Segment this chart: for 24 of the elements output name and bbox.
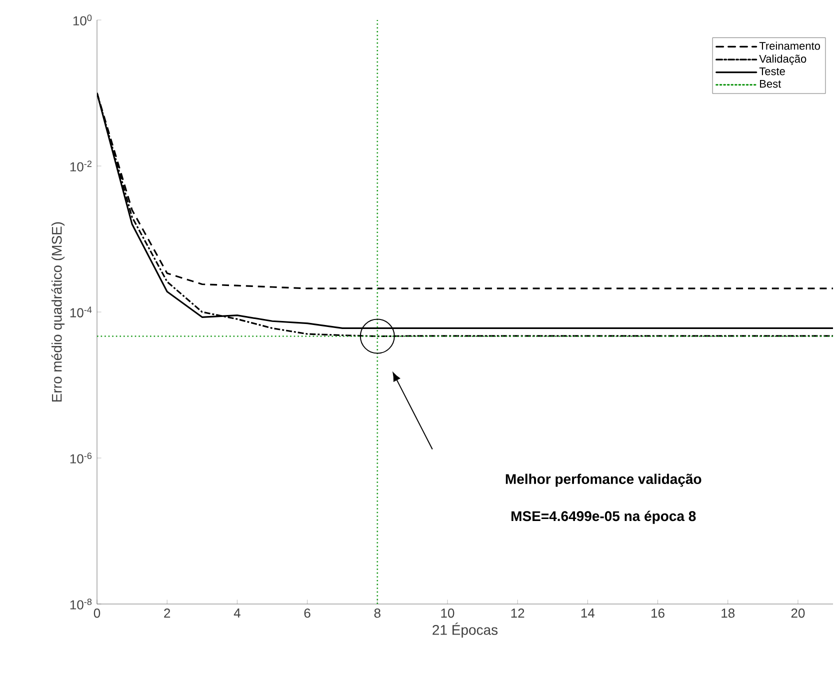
x-tick-label: 12 xyxy=(511,608,524,618)
legend-label: Best xyxy=(760,80,782,88)
x-axis-title: 21 Épocas xyxy=(432,622,498,638)
legend-label: Treinamento xyxy=(759,42,820,50)
x-tick-label: 14 xyxy=(581,608,595,618)
x-tick-label: 0 xyxy=(94,608,100,618)
y-axis-title: Erro médio quadrático (MSE) xyxy=(51,222,65,402)
x-tick-label: 16 xyxy=(652,608,664,618)
x-tick-label: 2 xyxy=(164,608,170,618)
annotation: Melhor perfomance validação xyxy=(506,474,702,487)
y-tick-label: 10$^{-8}$ xyxy=(70,598,92,610)
y-tick-label: 10$^{-2}$ xyxy=(70,160,92,172)
x-tick-label: 4 xyxy=(234,608,240,618)
annotation: MSE=4.6499e-05 na época 8 xyxy=(512,510,696,524)
x-tick-label: 10 xyxy=(441,608,454,618)
x-tick-label: 20 xyxy=(791,608,805,618)
x-tick-label: 6 xyxy=(304,608,310,618)
y-tick-label: 10$^{-4}$ xyxy=(70,306,92,318)
y-tick-label: 10$^{-6}$ xyxy=(70,452,92,464)
y-tick-label: 10$^{0}$ xyxy=(73,14,92,26)
x-tick-label: 18 xyxy=(722,608,735,618)
legend-label: Validação xyxy=(759,54,806,65)
x-tick-label: 8 xyxy=(374,608,380,618)
legend-label: Teste xyxy=(759,68,785,76)
